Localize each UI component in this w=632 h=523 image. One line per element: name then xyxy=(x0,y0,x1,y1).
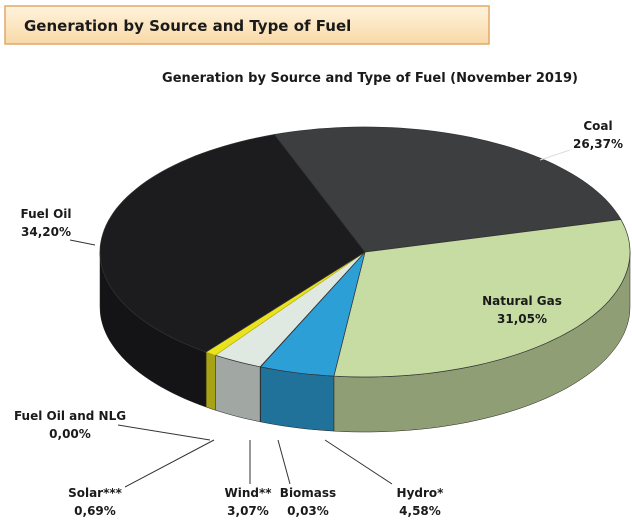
slice-label: Coal xyxy=(583,119,612,133)
slice-value-label: 0,69% xyxy=(74,504,116,518)
leader-line xyxy=(118,425,210,440)
leader-line xyxy=(70,240,95,245)
slice-label: Fuel Oil and NLG xyxy=(14,409,126,423)
leader-line xyxy=(278,440,290,484)
slice-label: Hydro* xyxy=(397,486,445,500)
page: Generation by Source and Type of Fuel Ge… xyxy=(0,0,632,519)
slice-value-label: 3,07% xyxy=(227,504,269,518)
slice-value-label: 26,37% xyxy=(573,137,623,151)
slice-label: Biomass xyxy=(280,486,336,500)
slice-label: Wind** xyxy=(224,486,272,500)
slice-value-label: 4,58% xyxy=(399,504,441,518)
leader-line xyxy=(325,440,392,484)
slice-value-label: 0,03% xyxy=(287,504,329,518)
slice-label: Natural Gas xyxy=(482,294,562,308)
chart: Generation by Source and Type of Fuel Ge… xyxy=(0,0,632,519)
slice-side xyxy=(261,367,334,431)
leader-line xyxy=(540,150,570,160)
slice-value-label: 34,20% xyxy=(21,225,71,239)
chart-title: Generation by Source and Type of Fuel (N… xyxy=(162,71,578,86)
slice-side xyxy=(206,352,215,410)
slice-value-label: 31,05% xyxy=(497,312,547,326)
slice-value-label: 0,00% xyxy=(49,427,91,441)
slice-label: Solar*** xyxy=(68,486,123,500)
leader-line xyxy=(125,440,214,487)
header-title: Generation by Source and Type of Fuel xyxy=(24,17,351,35)
slice-label: Fuel Oil xyxy=(21,207,72,221)
pie xyxy=(100,127,630,432)
